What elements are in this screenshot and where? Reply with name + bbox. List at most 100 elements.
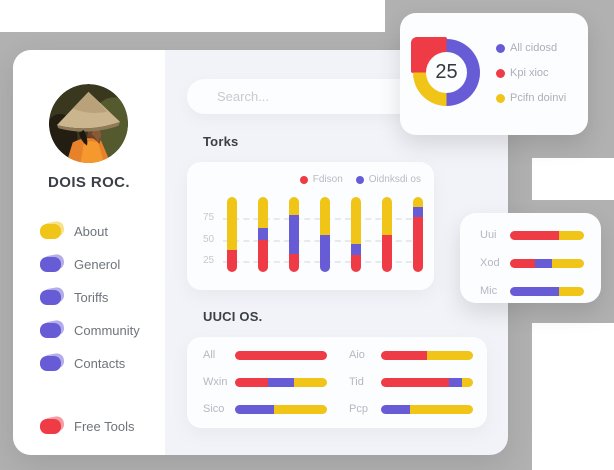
- torks-bar-7: [413, 197, 423, 272]
- legend-label: All cidosd: [510, 42, 558, 54]
- sidebar-item-about[interactable]: About: [40, 218, 140, 244]
- y-tick-label: 25: [203, 255, 215, 266]
- bar-row-mic: Mic: [480, 285, 601, 297]
- stacked-bar: [510, 230, 584, 240]
- bar-segment-yellow: [427, 350, 473, 360]
- bar-row-sico: Sico: [203, 403, 327, 415]
- legend-item-all-cidosd: All cidosd: [496, 40, 566, 56]
- bar-segment-yellow: [320, 197, 330, 236]
- stacked-bar: [381, 377, 473, 387]
- bar-segment-red: [351, 254, 361, 272]
- bar-row-label: Tid: [349, 376, 364, 388]
- bar-segment-yellow: [461, 377, 473, 387]
- bar-segment-yellow: [289, 197, 299, 215]
- sidebar-item-label: Contacts: [74, 355, 126, 371]
- bar-segment-purple: [413, 206, 423, 218]
- sidebar: DOIS ROC. About Generol Toriffs Community Co…: [13, 50, 165, 455]
- legend-dot: [496, 43, 505, 53]
- y-tick-label: 75: [203, 212, 215, 223]
- bar-segment-yellow: [227, 197, 237, 250]
- torks-chart-card: Fdison Oidnksdi os 75 50 25: [187, 162, 434, 290]
- profile-name: DOIS ROC.: [48, 174, 130, 191]
- sidebar-item-label: Toriffs: [74, 289, 109, 305]
- uuci-columns: All Wxin Sico Aio Tid Pcp: [187, 337, 487, 415]
- bar-row-label: Pcp: [349, 403, 368, 415]
- bar-segment-red: [235, 377, 269, 387]
- bar-segment-red: [381, 377, 450, 387]
- bar-segment-purple: [381, 404, 410, 414]
- bar-segment-purple: [268, 377, 294, 387]
- bar-row-label: Sico: [203, 403, 225, 415]
- donut-chart: 25: [411, 37, 480, 106]
- bar-segment-purple: [258, 227, 268, 240]
- sidebar-item-label: About: [74, 223, 108, 239]
- bar-segment-purple: [235, 404, 274, 414]
- bar-segment-yellow: [413, 197, 423, 207]
- uuci-column-2: Aio Tid Pcp: [349, 349, 473, 415]
- stacked-bar: [235, 350, 327, 360]
- mini-rows: Uui Xod Mic: [460, 213, 601, 297]
- torks-bar-3: [289, 197, 299, 272]
- bar-row-pcp: Pcp: [349, 403, 473, 415]
- torks-bar-6: [382, 197, 392, 272]
- bar-segment-purple: [510, 286, 559, 296]
- stacked-bar: [235, 404, 327, 414]
- blob-icon: [40, 289, 61, 305]
- sidebar-item-contacts[interactable]: Contacts: [40, 350, 140, 376]
- legend-dot: [496, 68, 505, 78]
- blob-icon: [40, 322, 61, 338]
- blob-icon: [40, 256, 61, 272]
- bar-row-label: Uui: [480, 229, 497, 241]
- bar-row-tid: Tid: [349, 376, 473, 388]
- bar-segment-yellow: [558, 230, 584, 240]
- stacked-bar: [235, 377, 327, 387]
- torks-bars: [227, 197, 423, 272]
- sidebar-item-label: Community: [74, 322, 140, 338]
- torks-bar-1: [227, 197, 237, 272]
- legend-item-pcifn-doinvi: Pcifn doinvi: [496, 90, 566, 106]
- sidebar-item-label: Free Tools: [74, 418, 135, 434]
- bar-segment-red: [510, 258, 536, 268]
- donut-chart-card: 25 All cidosd Kpi xioc Pcifn doinvi: [400, 13, 588, 135]
- mini-bars-card: Uui Xod Mic: [460, 213, 601, 303]
- blob-icon: [40, 355, 61, 371]
- sidebar-menu: About Generol Toriffs Community Contacts: [40, 218, 140, 376]
- donut-center: 25: [426, 52, 467, 93]
- bar-row-all: All: [203, 349, 327, 361]
- legend-dot: [299, 175, 308, 184]
- bar-segment-red: [235, 350, 327, 360]
- sidebar-item-toriffs[interactable]: Toriffs: [40, 284, 140, 310]
- bar-segment-red: [258, 239, 268, 272]
- bar-segment-yellow: [258, 197, 268, 228]
- uuci-chart-card: All Wxin Sico Aio Tid Pcp: [187, 337, 487, 428]
- bar-segment-yellow: [273, 404, 327, 414]
- bar-segment-purple: [535, 258, 553, 268]
- legend-label: Oidnksdi os: [368, 174, 421, 185]
- stacked-bar: [510, 286, 584, 296]
- sidebar-footer: Free Tools: [40, 413, 134, 439]
- torks-bar-5: [351, 197, 361, 272]
- legend-item-kpi-xioc: Kpi xioc: [496, 65, 566, 81]
- stacked-bar: [381, 404, 473, 414]
- donut-value: 25: [435, 61, 458, 83]
- bar-row-label: All: [203, 349, 216, 361]
- legend-dot: [496, 93, 505, 103]
- bar-segment-yellow: [552, 258, 584, 268]
- sidebar-item-generol[interactable]: Generol: [40, 251, 140, 277]
- search-input[interactable]: [215, 88, 429, 105]
- bar-row-label: Xod: [480, 257, 500, 269]
- legend-label: Kpi xioc: [510, 67, 549, 79]
- legend-dot: [355, 175, 364, 184]
- avatar-illustration: [49, 84, 128, 163]
- sidebar-item-free-tools[interactable]: Free Tools: [40, 413, 134, 439]
- bar-segment-red: [227, 249, 237, 272]
- bar-row-wxin: Wxin: [203, 376, 327, 388]
- y-tick-label: 50: [203, 234, 215, 245]
- bar-segment-yellow: [293, 377, 327, 387]
- sidebar-item-community[interactable]: Community: [40, 317, 140, 343]
- blob-icon: [40, 223, 61, 239]
- bar-segment-red: [382, 235, 392, 272]
- bar-segment-yellow: [558, 286, 584, 296]
- bar-row-aio: Aio: [349, 349, 473, 361]
- sidebar-item-label: Generol: [74, 256, 121, 272]
